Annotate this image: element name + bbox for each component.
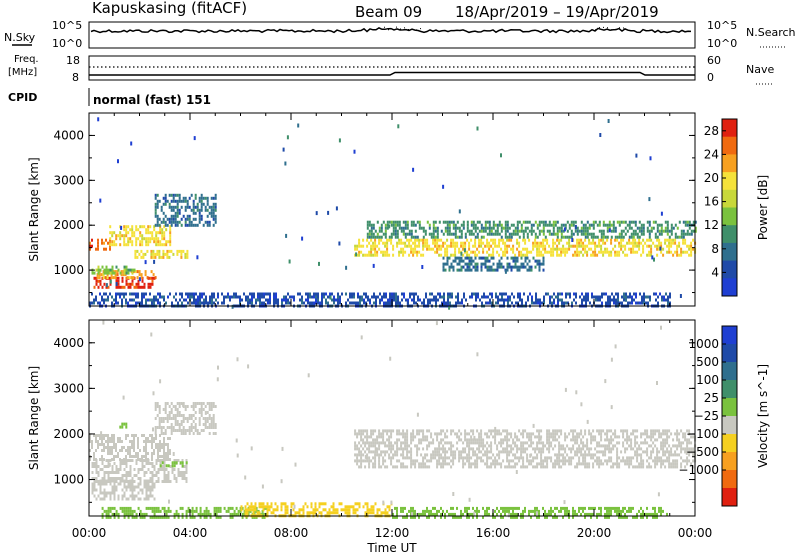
colorbar-tick-label: −25: [694, 409, 719, 423]
noise-tick-left-bottom: 10^0: [52, 37, 82, 50]
power-region-2: [91, 265, 136, 275]
x-tick-label: 04:00: [173, 526, 208, 540]
colorbar-tick-label: −1000: [678, 463, 719, 477]
nsky-trace: [90, 27, 692, 34]
colorbar-tick-label: 500: [696, 355, 719, 369]
colorbar-segment: [722, 452, 737, 471]
power-region-9: [442, 256, 545, 272]
freq-tick-bottom: 8: [72, 71, 79, 84]
colorbar-segment: [722, 136, 737, 155]
colorbar-segment: [722, 154, 737, 173]
velocity-colorbar: 1000 500 100 25 −25 −100 −500 −1000 Velocity [m …: [678, 325, 770, 507]
colorbar-tick-label: −100: [686, 427, 719, 441]
colorbar-tick-label: 28: [704, 124, 719, 138]
colorbar-segment: [722, 260, 737, 279]
colorbar-segment: [722, 488, 737, 507]
power-colorbar: 4 8 12 16 20 24 28 Power [dB]: [704, 118, 770, 297]
cpid-panel: CPID normal (fast) 151: [8, 88, 211, 107]
x-tick-label: 08:00: [274, 526, 309, 540]
x-tick-label: 16:00: [476, 526, 511, 540]
y-tick-label: 4000: [53, 336, 84, 350]
colorbar-segment: [722, 344, 737, 363]
power-region-8: [366, 220, 697, 239]
colorbar-segment: [722, 172, 737, 191]
colorbar-tick-label: 16: [704, 195, 719, 209]
colorbar-segment: [722, 434, 737, 453]
velocity-region-4: [159, 461, 188, 468]
colorbar-segment: [722, 225, 737, 244]
y-tick-label: 4000: [53, 128, 84, 142]
colorbar-tick-label: 20: [704, 171, 719, 185]
colorbar-segment: [722, 380, 737, 399]
colorbar-tick-label: 4: [711, 265, 719, 279]
velocity-region-2: [89, 434, 171, 461]
cpid-label: CPID: [8, 91, 37, 104]
velocity-region-5: [119, 422, 128, 429]
colorbar-segment: [722, 207, 737, 226]
station-title: Kapuskasing (fitACF): [92, 0, 247, 17]
power-region-5: [109, 225, 172, 247]
y-tick-label: 2000: [53, 218, 84, 232]
colorbar-tick-label: 8: [711, 242, 719, 256]
power-region-3: [134, 249, 189, 259]
noise-tick-left-top: 10^5: [52, 19, 82, 32]
noise-tick-right-bottom: 10^0: [707, 37, 737, 50]
x-tick-label: 00:00: [678, 526, 713, 540]
nsearch-trace: [380, 26, 624, 31]
freq-nave-panel: Freq. [MHz] 18 8 60 0 Nave: [8, 54, 774, 85]
power-region-6: [154, 193, 217, 227]
colorbar-segment: [722, 242, 737, 262]
x-tick-label: 20:00: [577, 526, 612, 540]
y-tick-label: 3000: [53, 173, 84, 187]
freq-trace: [89, 71, 695, 76]
colorbar-label: Power [dB]: [756, 175, 770, 240]
date-range: 18/Apr/2019 – 19/Apr/2019: [455, 3, 659, 21]
nsky-label: N.Sky: [4, 31, 36, 44]
nave-label: Nave: [746, 63, 774, 76]
plot-background: [89, 320, 695, 516]
colorbar-tick-label: 25: [704, 391, 719, 405]
beam-label: Beam 09: [355, 3, 422, 21]
noise-tick-right-top: 10^5: [707, 19, 737, 32]
y-tick-label: 2000: [53, 427, 84, 441]
cpid-text: normal (fast) 151: [93, 93, 211, 107]
freq-unit-label: [MHz]: [8, 67, 37, 78]
colorbar-segment: [722, 398, 737, 417]
x-tick-label: 00:00: [72, 526, 107, 540]
y-tick-label: 1000: [53, 473, 84, 487]
nsearch-label: N.Search: [746, 26, 796, 39]
noise-panel: N.Sky 10^5 10^0 10^5 10^0 N.Search: [4, 19, 796, 50]
x-axis-label: Time UT: [366, 541, 417, 554]
velocity-region-6: [354, 429, 697, 469]
colorbar-tick-label: −500: [686, 445, 719, 459]
colorbar-tick-label: 1000: [688, 337, 719, 351]
y-tick-label: 1000: [53, 263, 84, 277]
colorbar-tick-label: 100: [696, 373, 719, 387]
nave-tick-bottom: 0: [707, 71, 714, 84]
colorbar-segment: [722, 278, 737, 297]
freq-tick-top: 18: [66, 54, 80, 67]
velocity-region-7: [101, 506, 268, 519]
freq-label: Freq.: [14, 54, 39, 65]
colorbar-segment: [722, 416, 737, 435]
colorbar-segment: [722, 189, 737, 208]
x-tick-label: 12:00: [375, 526, 410, 540]
colorbar-tick-label: 24: [704, 147, 719, 161]
colorbar-segment: [722, 119, 737, 138]
nave-tick-top: 60: [707, 54, 721, 67]
colorbar-tick-label: 12: [704, 218, 719, 232]
power-panel: 1000 2000 3000 4000 Slant Range [km] 4 8 12 16 20…: [27, 112, 770, 310]
y-axis-label: Slant Range [km]: [27, 157, 41, 261]
plot-background: [89, 113, 695, 306]
y-tick-label: 3000: [53, 381, 84, 395]
colorbar-segment: [722, 362, 737, 381]
y-axis-label: Slant Range [km]: [27, 366, 41, 470]
colorbar-label: Velocity [m s^-1]: [756, 364, 770, 468]
velocity-region-3: [154, 402, 217, 435]
colorbar-segment: [722, 326, 737, 345]
colorbar-segment: [722, 470, 737, 489]
